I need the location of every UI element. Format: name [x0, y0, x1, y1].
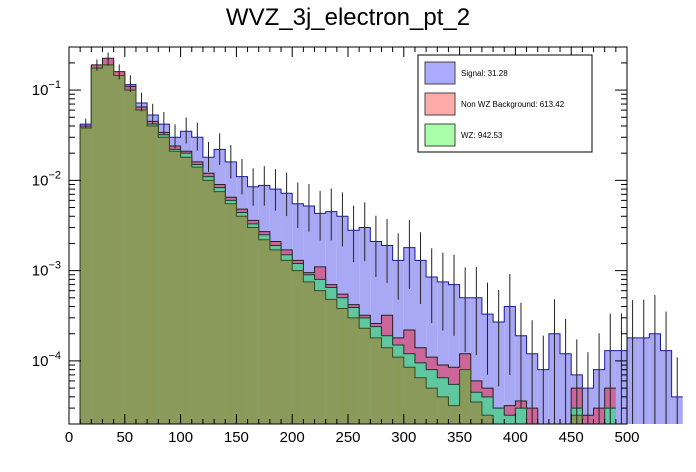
- x-tick-label: 350: [447, 429, 472, 446]
- x-tick-label: 400: [503, 429, 528, 446]
- legend-label: Signal: 31.28: [461, 69, 508, 78]
- histogram-bar: [470, 402, 482, 424]
- y-tick-exponent: −2: [48, 169, 61, 181]
- histogram-bar: [437, 396, 449, 424]
- histogram-bar: [448, 405, 460, 424]
- histogram-bar: [236, 216, 248, 424]
- histogram-bar: [493, 408, 505, 424]
- histogram-bar: [113, 75, 125, 424]
- histogram-bar: [281, 260, 293, 424]
- y-tick-exponent: −4: [48, 350, 61, 362]
- x-tick-label: 200: [280, 429, 305, 446]
- histogram-bar: [135, 110, 148, 424]
- histogram-bar: [504, 415, 516, 424]
- histogram-bar: [515, 408, 527, 424]
- error-bars: [85, 52, 678, 424]
- legend: Signal: 31.28 Non WZ Background: 613.42 WZ…: [417, 54, 593, 153]
- histogram-bar: [426, 276, 438, 424]
- histogram-bar: [392, 357, 404, 424]
- y-tick-label: 10−1: [32, 79, 61, 99]
- x-tick-label: 50: [116, 429, 133, 446]
- histogram-bar: [370, 337, 382, 424]
- histogram-bar: [414, 377, 427, 424]
- histogram-bar: [225, 203, 237, 424]
- x-tick-label: 500: [614, 429, 639, 446]
- histogram-bar: [303, 281, 315, 424]
- chart-title: WVZ_3j_electron_pt_2: [226, 4, 470, 31]
- y-tick-base: 10: [32, 172, 49, 189]
- legend-swatch: [424, 92, 456, 116]
- histogram-bar: [314, 290, 326, 424]
- y-tick-label: 10−4: [32, 350, 61, 370]
- histogram-bar: [470, 297, 482, 424]
- x-tick-label: 450: [559, 429, 584, 446]
- histogram-bar: [292, 270, 304, 424]
- x-tick-label: 300: [391, 429, 416, 446]
- legend-swatch: [424, 61, 456, 85]
- histogram-bar: [426, 388, 438, 424]
- x-tick-label: 250: [335, 429, 360, 446]
- x-tick-label: 150: [224, 429, 249, 446]
- histogram-bar: [414, 260, 427, 424]
- histogram-bar: [481, 415, 494, 424]
- histogram-bar: [403, 367, 415, 424]
- histogram-bars: [79, 52, 683, 425]
- histogram-bar: [359, 328, 371, 424]
- y-tick-exponent: −1: [48, 79, 61, 91]
- histogram-bar: [336, 308, 348, 424]
- histogram-bar: [481, 396, 494, 424]
- y-tick-base: 10: [32, 353, 49, 370]
- series-outline: [79, 64, 616, 425]
- x-tick-label: 100: [168, 429, 193, 446]
- y-tick-base: 10: [32, 82, 49, 99]
- series-outline: [79, 64, 616, 425]
- histogram-bar: [102, 64, 114, 424]
- histogram-bar: [437, 281, 449, 424]
- y-tick-label: 10−2: [32, 169, 61, 189]
- legend-label: WZ: 942.53: [461, 131, 503, 140]
- histogram-bar: [214, 191, 226, 424]
- histogram-bar: [448, 284, 460, 424]
- histogram-bar: [202, 180, 215, 424]
- y-tick-label: 10−3: [32, 260, 61, 280]
- histogram-bar: [169, 151, 181, 424]
- y-tick-exponent: −3: [48, 260, 61, 272]
- histogram-bar: [247, 227, 259, 424]
- histogram-bar: [325, 299, 337, 424]
- y-tick-base: 10: [32, 263, 49, 280]
- histogram-bar: [158, 137, 170, 424]
- legend-label: Non WZ Background: 613.42: [461, 100, 565, 109]
- histogram-bar: [91, 68, 103, 424]
- histogram-bar: [448, 384, 460, 424]
- histogram-bar: [258, 239, 270, 424]
- histogram-bar: [180, 157, 192, 424]
- histogram-bar: [191, 167, 203, 424]
- axes: 0 50 100 150 200 250 300 350 400 450 50010−410−310…: [32, 47, 640, 446]
- histogram-bar: [348, 317, 360, 424]
- histogram-bar: [269, 249, 282, 424]
- histogram-bar: [459, 369, 471, 424]
- series-overlap: [79, 64, 616, 425]
- legend-swatch: [424, 123, 456, 147]
- x-tick-label: 0: [65, 429, 73, 446]
- histogram-bar: [80, 128, 92, 424]
- histogram-bar: [124, 90, 136, 424]
- histogram-bar: [147, 125, 159, 424]
- histogram-bar: [381, 347, 393, 424]
